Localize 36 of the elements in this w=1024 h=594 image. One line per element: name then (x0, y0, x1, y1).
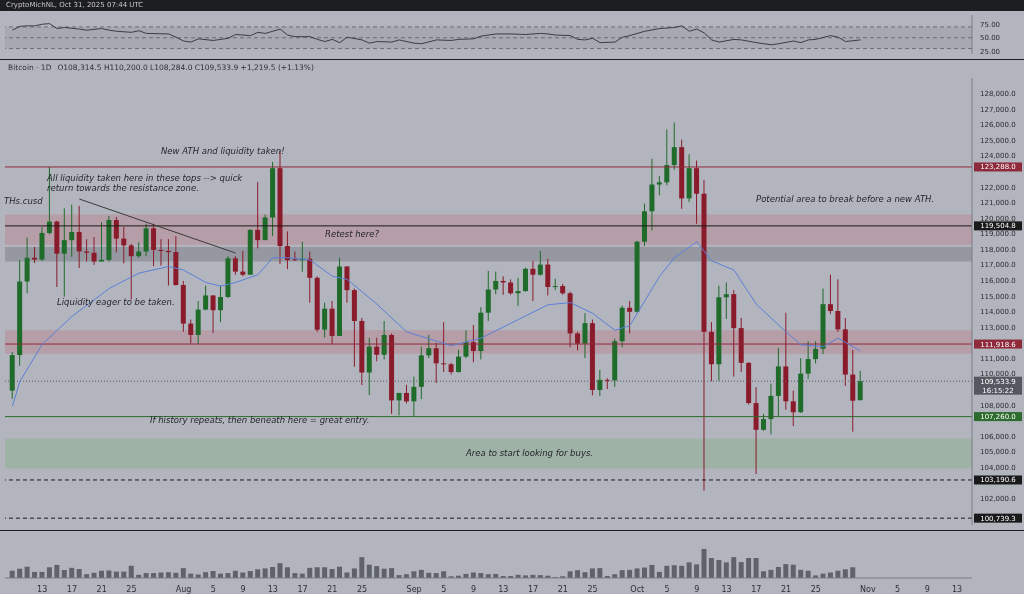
x-tick-label: 21 (557, 584, 568, 594)
x-tick-label: 5 (441, 584, 447, 594)
x-tick-label: 5 (664, 584, 670, 594)
annotation: Retest here? (325, 229, 380, 240)
x-tick-label: 17 (751, 584, 762, 594)
x-tick-label: 13 (721, 584, 732, 594)
x-tick-label: 13 (37, 584, 48, 594)
x-tick-label: 25 (587, 584, 598, 594)
x-tick-label: Nov (860, 584, 876, 594)
x-tick-label: 17 (66, 584, 78, 594)
x-tick-label: Aug (175, 584, 192, 594)
x-tick-label: 17 (297, 584, 308, 594)
x-tick-label: 25 (126, 584, 137, 594)
annotation: Potential area to break before a new ATH. (756, 194, 935, 205)
x-tick-label: 13 (267, 584, 278, 594)
x-tick-label: 9 (924, 584, 930, 594)
x-tick-label: 25 (810, 584, 821, 594)
x-tick-label: 9 (471, 584, 477, 594)
x-tick-label: 5 (895, 584, 901, 594)
x-tick-label: 5 (210, 584, 216, 594)
annotation: If history repeats, then beneath here = great entry. (150, 415, 370, 426)
x-tick-label: 21 (780, 584, 792, 594)
annotation: New ATH and liquidity taken! (161, 146, 285, 157)
x-tick-label: 25 (356, 584, 368, 594)
x-tick-label: 13 (952, 584, 963, 594)
x-tick-label: Oct (630, 584, 645, 594)
x-tick-label: 21 (96, 584, 107, 594)
x-tick-label: 17 (528, 584, 539, 594)
x-tick-label: Sep (406, 584, 422, 594)
x-tick-label: 9 (694, 584, 700, 594)
annotation: THs.cusd (4, 196, 43, 207)
annotation: Area to start looking for buys. (466, 448, 594, 459)
annotation: Liquidity eager to be taken. (57, 297, 175, 308)
x-tick-label: 9 (240, 584, 246, 594)
x-tick-label: 21 (327, 584, 338, 594)
x-tick-label: 13 (498, 584, 509, 594)
